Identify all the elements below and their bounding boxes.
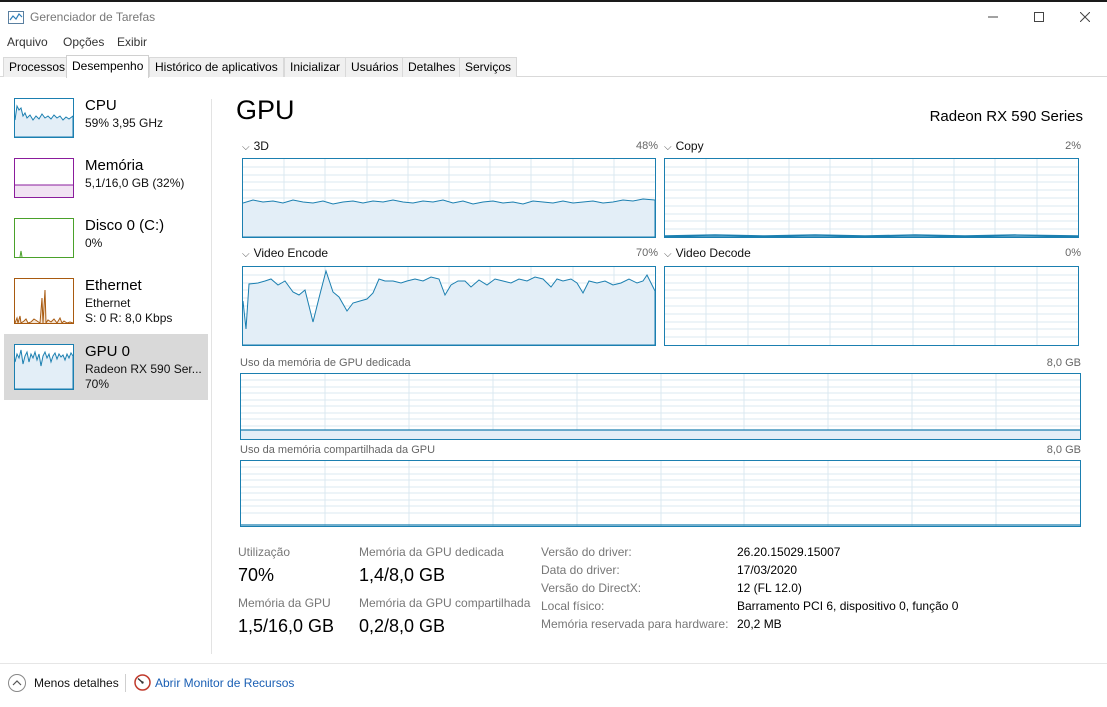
device-name: Radeon RX 590 Series [929, 108, 1083, 125]
maximize-button[interactable] [1016, 2, 1062, 32]
sidebar-item-gpu[interactable]: GPU 0 Radeon RX 590 Ser... 70% [4, 334, 208, 400]
tab-servicos[interactable]: Serviços [459, 57, 518, 77]
sidebar-sub: 5,1/16,0 GB (32%) [85, 176, 185, 190]
title-bar[interactable]: Gerenciador de Tarefas [0, 2, 1107, 32]
stat-dedicada-value: 1,4/8,0 GB [359, 565, 446, 585]
menu-arquivo[interactable]: Arquivo [7, 35, 48, 49]
sidebar-sub: Radeon RX 590 Ser... [85, 362, 202, 376]
engine-decode-value: 0% [1065, 247, 1081, 259]
shared-memory-label: Uso da memória compartilhada da GPU [240, 444, 436, 456]
info-driver-date-value: 17/03/2020 [737, 563, 798, 577]
sidebar-divider [211, 99, 212, 654]
info-location-label: Local físico: [541, 599, 605, 613]
sidebar-title: Ethernet [85, 277, 142, 294]
fewer-details-button[interactable] [8, 674, 26, 692]
sidebar-sub: 59% 3,95 GHz [85, 116, 164, 130]
menu-opcoes[interactable]: Opções [63, 35, 105, 49]
resource-monitor-icon [134, 674, 151, 691]
sidebar-item-ethernet[interactable]: Ethernet Ethernet S: 0 R: 8,0 Kbps [4, 268, 208, 334]
stat-dedicada-label: Memória da GPU dedicada [359, 545, 504, 559]
cpu-thumbnail [14, 98, 74, 138]
minimize-icon [988, 16, 998, 18]
dedicated-memory-graph [240, 373, 1081, 440]
chevron-down-icon: ⌵ [242, 249, 250, 260]
shared-memory-graph [240, 460, 1081, 527]
engine-encode-label: Video Encode [253, 246, 329, 260]
maximize-icon [1034, 12, 1044, 22]
engine-encode-value: 70% [635, 247, 658, 259]
sidebar-item-memoria[interactable]: Memória 5,1/16,0 GB (32%) [4, 148, 208, 214]
engine-3d-selector[interactable]: ⌵ 3D [242, 139, 269, 153]
footer: Menos detalhes Abrir Monitor de Recursos [0, 663, 1107, 707]
engine-decode-graph [664, 266, 1079, 346]
tab-usuarios[interactable]: Usuários [345, 57, 405, 77]
tab-strip: Processos Desempenho Histórico de aplica… [0, 55, 1107, 78]
stat-memoria-gpu-value: 1,5/16,0 GB [238, 616, 335, 636]
minimize-button[interactable] [970, 2, 1016, 32]
dedicated-memory-label: Uso da memória de GPU dedicada [240, 357, 411, 369]
chevron-down-icon: ⌵ [664, 142, 672, 153]
tab-inicializar[interactable]: Inicializar [284, 57, 347, 77]
info-driver-version-label: Versão do driver: [541, 545, 632, 559]
info-directx-value: 12 (FL 12.0) [737, 581, 802, 595]
info-directx-label: Versão do DirectX: [541, 581, 642, 595]
desktop-strip [0, 0, 1107, 2]
gpu-thumbnail [14, 344, 74, 390]
engine-copy-label: Copy [675, 139, 704, 153]
tab-detalhes[interactable]: Detalhes [402, 57, 462, 77]
engine-copy-graph [664, 158, 1079, 238]
sidebar-title: Disco 0 (C:) [85, 217, 165, 234]
shared-memory-max: 8,0 GB [1046, 444, 1081, 456]
page-title: GPU [236, 95, 295, 125]
info-location-value: Barramento PCI 6, dispositivo 0, função … [737, 599, 959, 613]
fewer-details-label[interactable]: Menos detalhes [34, 676, 119, 690]
engine-decode-selector[interactable]: ⌵ Video Decode [664, 246, 751, 260]
sidebar-sub-2: 70% [85, 377, 110, 391]
menu-exibir[interactable]: Exibir [117, 35, 148, 49]
engine-3d-label: 3D [253, 139, 269, 153]
engine-copy-value: 2% [1065, 140, 1081, 152]
ethernet-thumbnail [14, 278, 74, 324]
info-reserved-label: Memória reservada para hardware: [541, 617, 729, 631]
open-resource-monitor-link[interactable]: Abrir Monitor de Recursos [155, 676, 295, 690]
engine-copy-selector[interactable]: ⌵ Copy [664, 139, 704, 153]
stat-compartilhada-value: 0,2/8,0 GB [359, 616, 446, 636]
engine-encode-graph [242, 266, 656, 346]
dedicated-memory-max: 8,0 GB [1046, 357, 1081, 369]
stat-utilizacao-value: 70% [238, 565, 275, 585]
menu-bar: Arquivo Opções Exibir [0, 32, 1107, 52]
close-button[interactable] [1062, 2, 1107, 32]
engine-3d-value: 48% [635, 140, 658, 152]
task-manager-icon [8, 11, 24, 24]
info-driver-date-label: Data do driver: [541, 563, 620, 577]
sidebar-item-cpu[interactable]: CPU 59% 3,95 GHz [4, 88, 208, 154]
sidebar-title: GPU 0 [85, 343, 131, 360]
stat-memoria-gpu-label: Memória da GPU [238, 596, 331, 610]
sidebar-item-disco[interactable]: Disco 0 (C:) 0% [4, 208, 208, 274]
stat-compartilhada-label: Memória da GPU compartilhada [359, 596, 531, 610]
chevron-down-icon: ⌵ [242, 142, 250, 153]
sidebar-sub: Ethernet [85, 296, 131, 310]
engine-decode-label: Video Decode [675, 246, 751, 260]
engine-3d-graph [242, 158, 656, 238]
stat-utilizacao-label: Utilização [238, 545, 291, 559]
sidebar-sub-2: S: 0 R: 8,0 Kbps [85, 311, 173, 325]
chevron-up-icon [12, 680, 22, 686]
tab-processos[interactable]: Processos [3, 57, 72, 77]
engine-encode-selector[interactable]: ⌵ Video Encode [242, 246, 328, 260]
sidebar-title: CPU [85, 97, 117, 114]
close-icon [1080, 12, 1090, 22]
sidebar-title: Memória [85, 157, 144, 174]
info-driver-version-value: 26.20.15029.15007 [737, 545, 841, 559]
disk-thumbnail [14, 218, 74, 258]
window-title: Gerenciador de Tarefas [30, 10, 156, 24]
sidebar-sub: 0% [85, 236, 103, 250]
info-reserved-value: 20,2 MB [737, 617, 782, 631]
tab-historico[interactable]: Histórico de aplicativos [149, 57, 284, 77]
tab-desempenho[interactable]: Desempenho [66, 55, 150, 78]
memory-thumbnail [14, 158, 74, 198]
chevron-down-icon: ⌵ [664, 249, 672, 260]
footer-divider [125, 674, 126, 692]
